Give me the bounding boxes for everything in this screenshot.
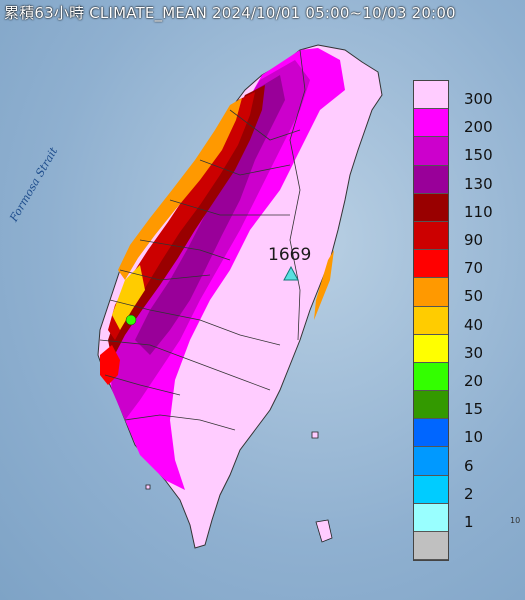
legend-swatch <box>414 532 448 561</box>
corner-mark: 10 <box>510 516 521 525</box>
legend-swatch <box>414 362 448 392</box>
legend-swatch <box>414 475 448 504</box>
legend-label: 50 <box>464 287 484 306</box>
legend-label: 40 <box>464 315 484 334</box>
rain-zone-50 <box>118 98 242 280</box>
legend-swatch <box>414 109 448 138</box>
legend-label: 200 <box>464 118 493 137</box>
legend-colorbar <box>413 80 449 562</box>
island-orchid <box>315 519 333 543</box>
legend-swatch <box>414 81 448 110</box>
legend-swatch <box>414 334 448 363</box>
legend-swatch <box>414 391 448 420</box>
peak-marker <box>283 265 299 281</box>
legend-swatch <box>414 165 448 194</box>
island-small <box>145 484 151 490</box>
legend-swatch <box>414 278 448 307</box>
legend-swatch <box>414 447 448 476</box>
legend-label: 300 <box>464 90 493 108</box>
legend-label: 150 <box>464 146 493 165</box>
legend-swatch <box>414 193 448 222</box>
map-title: 累積63小時 CLIMATE_MEAN 2024/10/01 05:00~10/… <box>4 4 456 22</box>
legend-label: 2 <box>464 484 474 503</box>
legend-label: 6 <box>464 456 474 475</box>
rain-zone-east-50 <box>314 250 334 320</box>
legend-label: 20 <box>464 372 484 390</box>
legend-swatch <box>414 503 448 532</box>
rain-zone-200 <box>105 48 345 490</box>
legend-label: 130 <box>464 174 493 193</box>
legend-label: 1 <box>464 513 474 531</box>
rain-spot-20 <box>125 314 137 326</box>
rain-zone-40 <box>112 265 145 330</box>
legend-label: 10 <box>464 428 484 447</box>
legend-label: 90 <box>464 231 484 249</box>
peak-value: 1669 <box>268 245 312 265</box>
county-boundaries <box>99 49 306 431</box>
legend-label: 110 <box>464 202 493 221</box>
legend-swatch <box>414 419 448 448</box>
legend-swatch <box>414 137 448 166</box>
legend-swatch <box>414 306 448 335</box>
legend-label: 30 <box>464 343 484 362</box>
legend-label: 70 <box>464 259 484 278</box>
legend-label: 15 <box>464 400 484 419</box>
legend-swatch <box>414 221 448 251</box>
legend-swatch <box>414 250 448 279</box>
island-green <box>311 431 319 439</box>
